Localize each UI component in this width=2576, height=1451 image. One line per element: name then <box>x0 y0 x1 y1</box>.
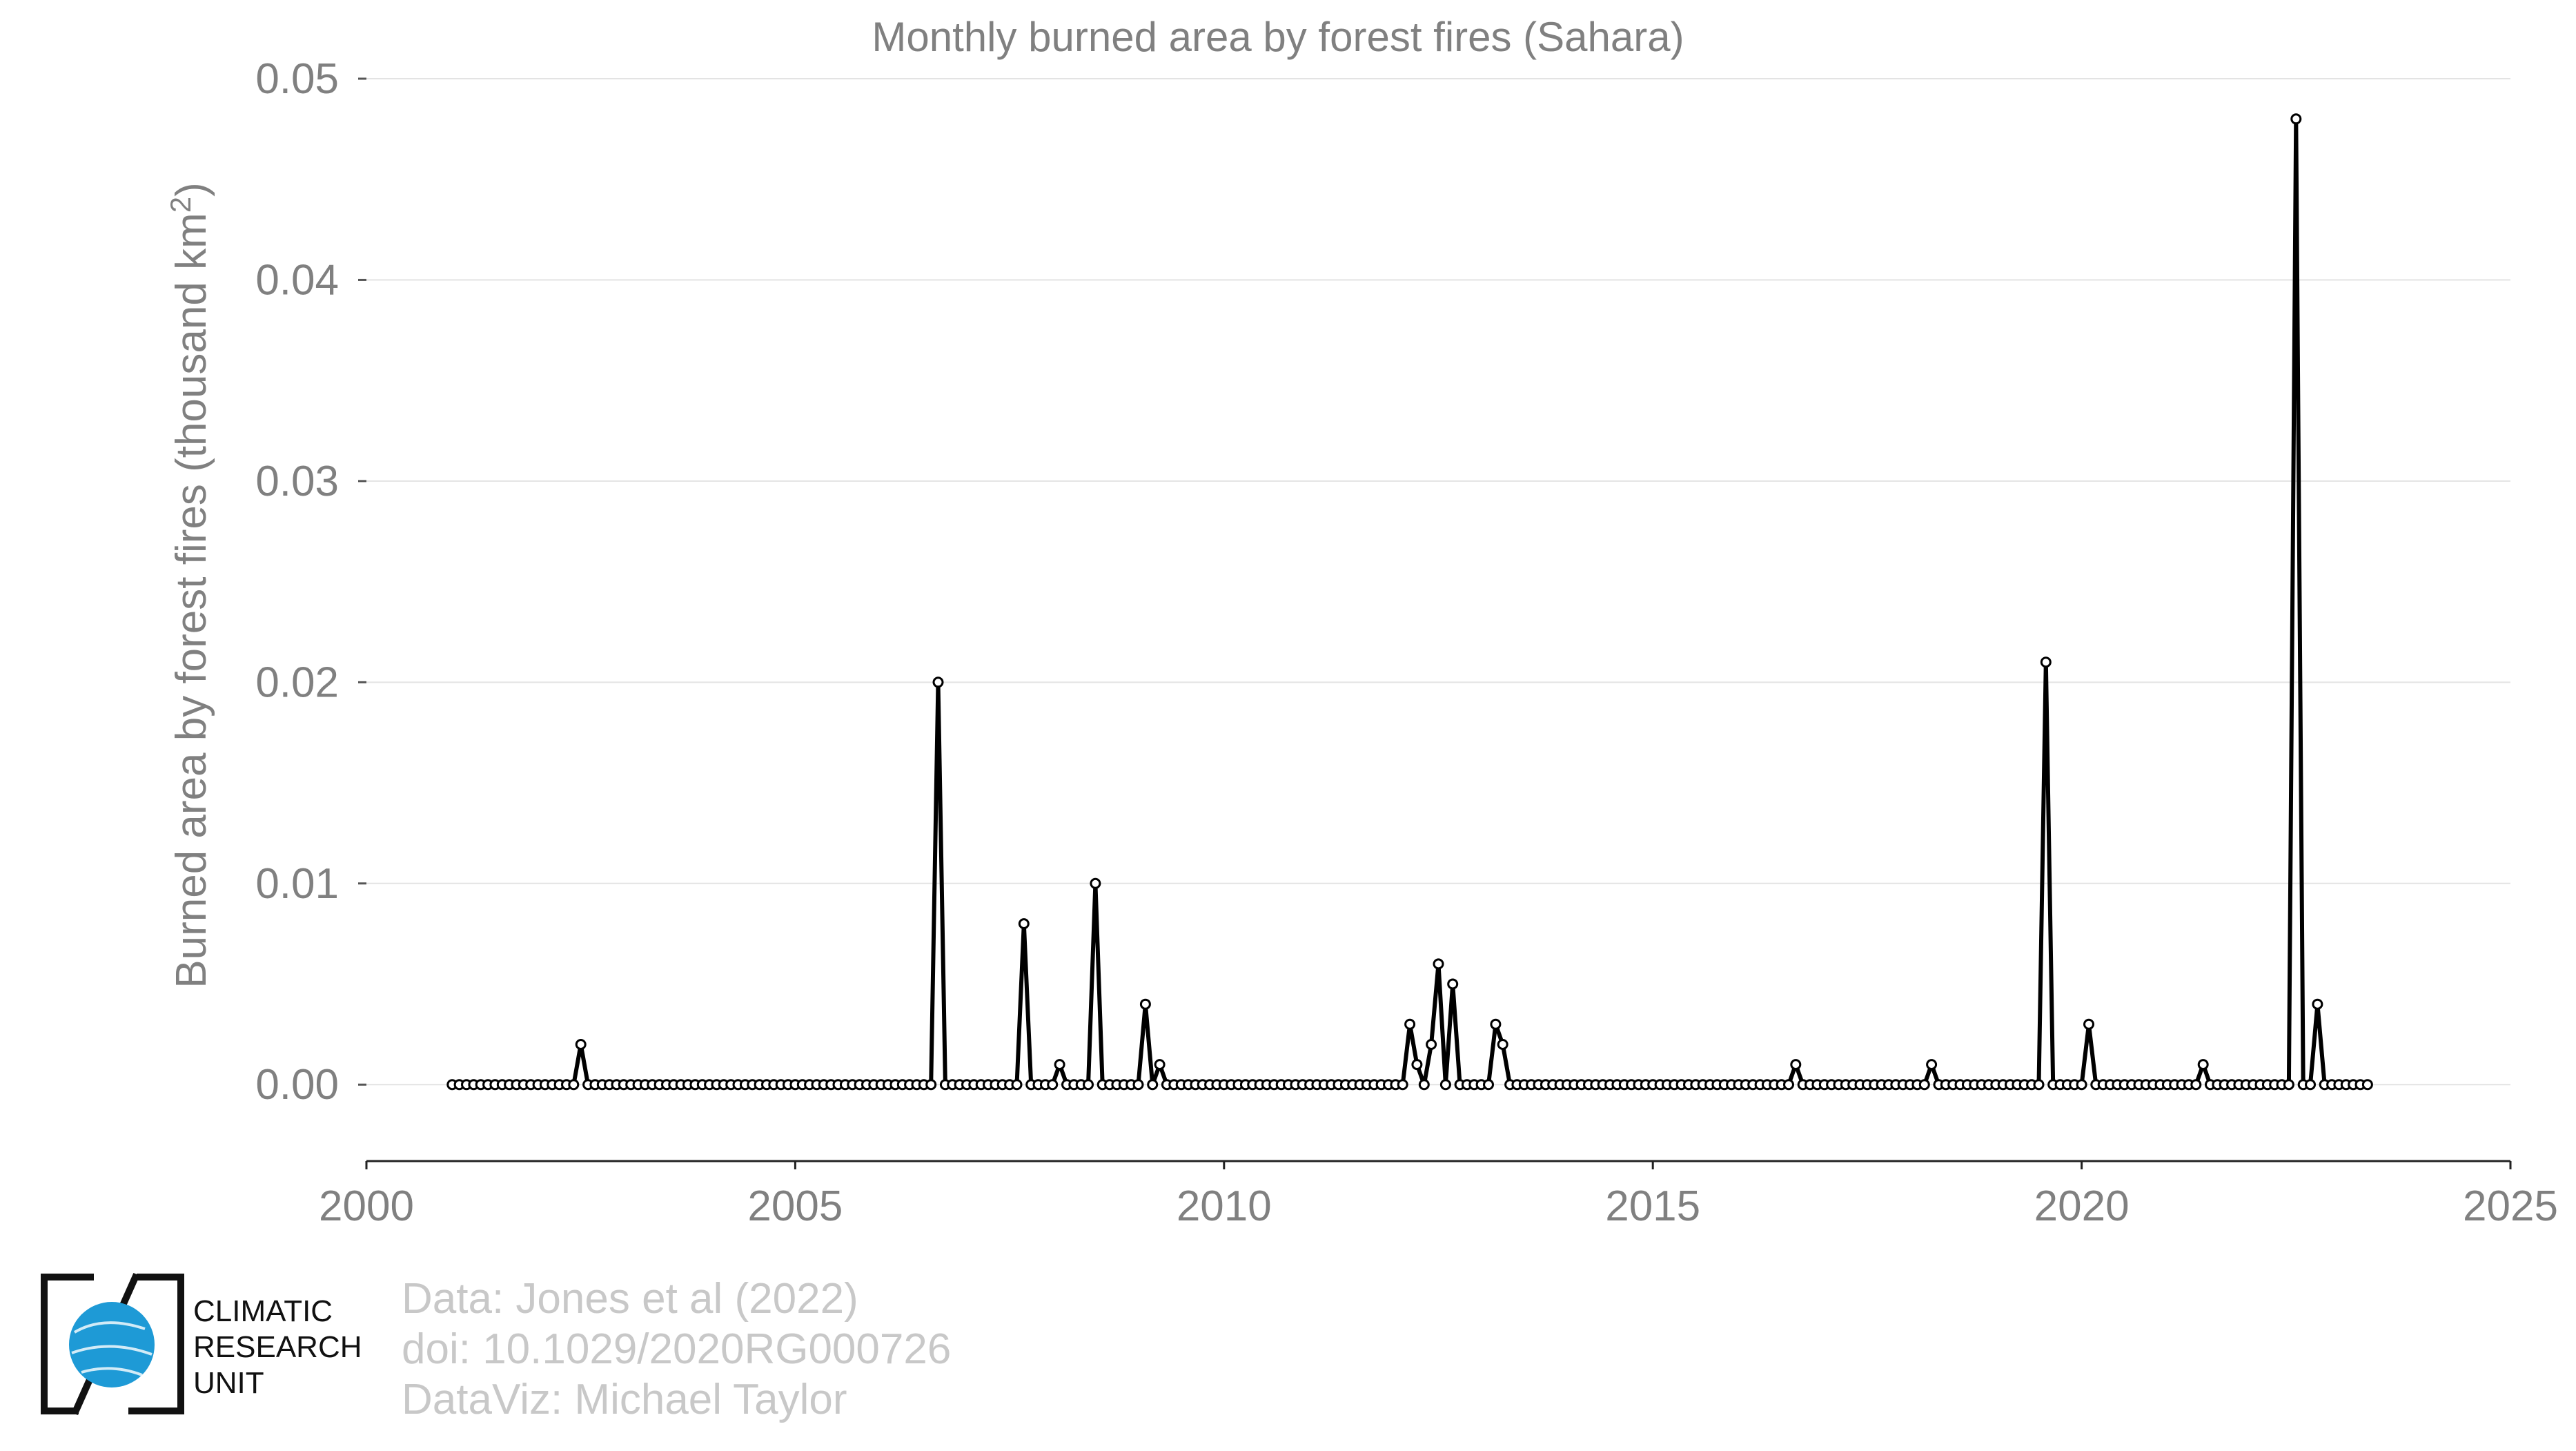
data-point <box>2305 1079 2316 1091</box>
data-point <box>1132 1079 1144 1091</box>
logo-text-line2: RESEARCH <box>193 1330 362 1364</box>
data-point <box>1404 1018 1416 1030</box>
data-point <box>1426 1039 1437 1050</box>
y-tick-label: 0.05 <box>255 55 339 103</box>
data-point <box>1411 1059 1423 1071</box>
data-point <box>1054 1059 1065 1071</box>
x-ticks: 2000 2005 2010 2015 2020 2025 <box>319 1161 2558 1230</box>
logo-bracket-right <box>128 1274 184 1414</box>
data-point <box>1790 1059 1802 1071</box>
data-point <box>575 1039 587 1050</box>
x-tick-label: 2025 <box>2463 1182 2558 1230</box>
data-point <box>1397 1079 1408 1091</box>
data-point <box>1447 978 1459 990</box>
globe-icon <box>69 1302 155 1387</box>
y-tick-label: 0.01 <box>255 860 339 908</box>
data-point <box>1147 1079 1159 1091</box>
data-point <box>1154 1059 1166 1071</box>
logo-bracket-left <box>41 1274 94 1414</box>
y-tick-label: 0.04 <box>255 256 339 304</box>
data-point <box>1918 1079 1930 1091</box>
x-tick-label: 2005 <box>747 1182 843 1230</box>
data-point <box>1490 1018 1502 1030</box>
y-axis-label: Burned area by forest fires (thousand km… <box>164 182 215 988</box>
data-point <box>1497 1039 1508 1050</box>
series-line <box>452 117 2368 1087</box>
data-point <box>1083 1079 1094 1091</box>
data-point <box>2361 1079 2373 1091</box>
logo-text-line3: UNIT <box>193 1366 264 1400</box>
gridlines <box>366 78 2510 1086</box>
globe-swirl <box>71 1321 153 1376</box>
chart-title: Monthly burned area by forest fires (Sah… <box>872 14 1684 60</box>
credit-doi: doi: 10.1029/2020RG000726 <box>402 1325 951 1373</box>
credit-dataviz: DataViz: Michael Taylor <box>402 1376 847 1423</box>
data-point <box>2290 113 2302 125</box>
data-point <box>1047 1079 1059 1091</box>
data-point <box>1090 877 1101 889</box>
data-point <box>1011 1079 1023 1091</box>
series-burned-area <box>446 113 2373 1091</box>
data-point <box>1139 998 1151 1010</box>
data-point <box>1439 1079 1451 1091</box>
y-axis-label-suffix: ) <box>168 182 215 197</box>
data-point <box>1018 918 1030 930</box>
y-tick-label: 0.00 <box>255 1061 339 1109</box>
cru-logo: CLIMATIC RESEARCH UNIT <box>41 1272 362 1416</box>
data-point <box>1926 1059 1938 1071</box>
data-point <box>2283 1079 2294 1091</box>
data-point <box>2197 1059 2209 1071</box>
x-tick-label: 2000 <box>319 1182 414 1230</box>
data-point <box>2312 998 2323 1010</box>
data-point <box>2083 1018 2094 1030</box>
data-point <box>2033 1079 2045 1091</box>
data-point <box>1783 1079 1794 1091</box>
y-tick-label: 0.03 <box>255 458 339 505</box>
data-point <box>1483 1079 1494 1091</box>
y-axis-label-superscript: 2 <box>164 197 197 213</box>
data-point <box>2076 1079 2087 1091</box>
data-point <box>568 1079 580 1091</box>
data-point <box>2190 1079 2202 1091</box>
x-tick-label: 2020 <box>2034 1182 2130 1230</box>
y-tick-label: 0.02 <box>255 659 339 706</box>
logo-text-line1: CLIMATIC <box>193 1294 333 1328</box>
credit-data: Data: Jones et al (2022) <box>402 1275 858 1323</box>
data-point <box>932 676 944 688</box>
y-ticks: 0.00 0.01 0.02 0.03 0.04 0.05 <box>255 55 366 1109</box>
data-point <box>925 1079 937 1091</box>
data-point <box>1433 958 1444 970</box>
data-point <box>2040 656 2052 668</box>
x-tick-label: 2015 <box>1605 1182 1700 1230</box>
x-tick-label: 2010 <box>1177 1182 1272 1230</box>
data-point <box>1418 1079 1430 1091</box>
